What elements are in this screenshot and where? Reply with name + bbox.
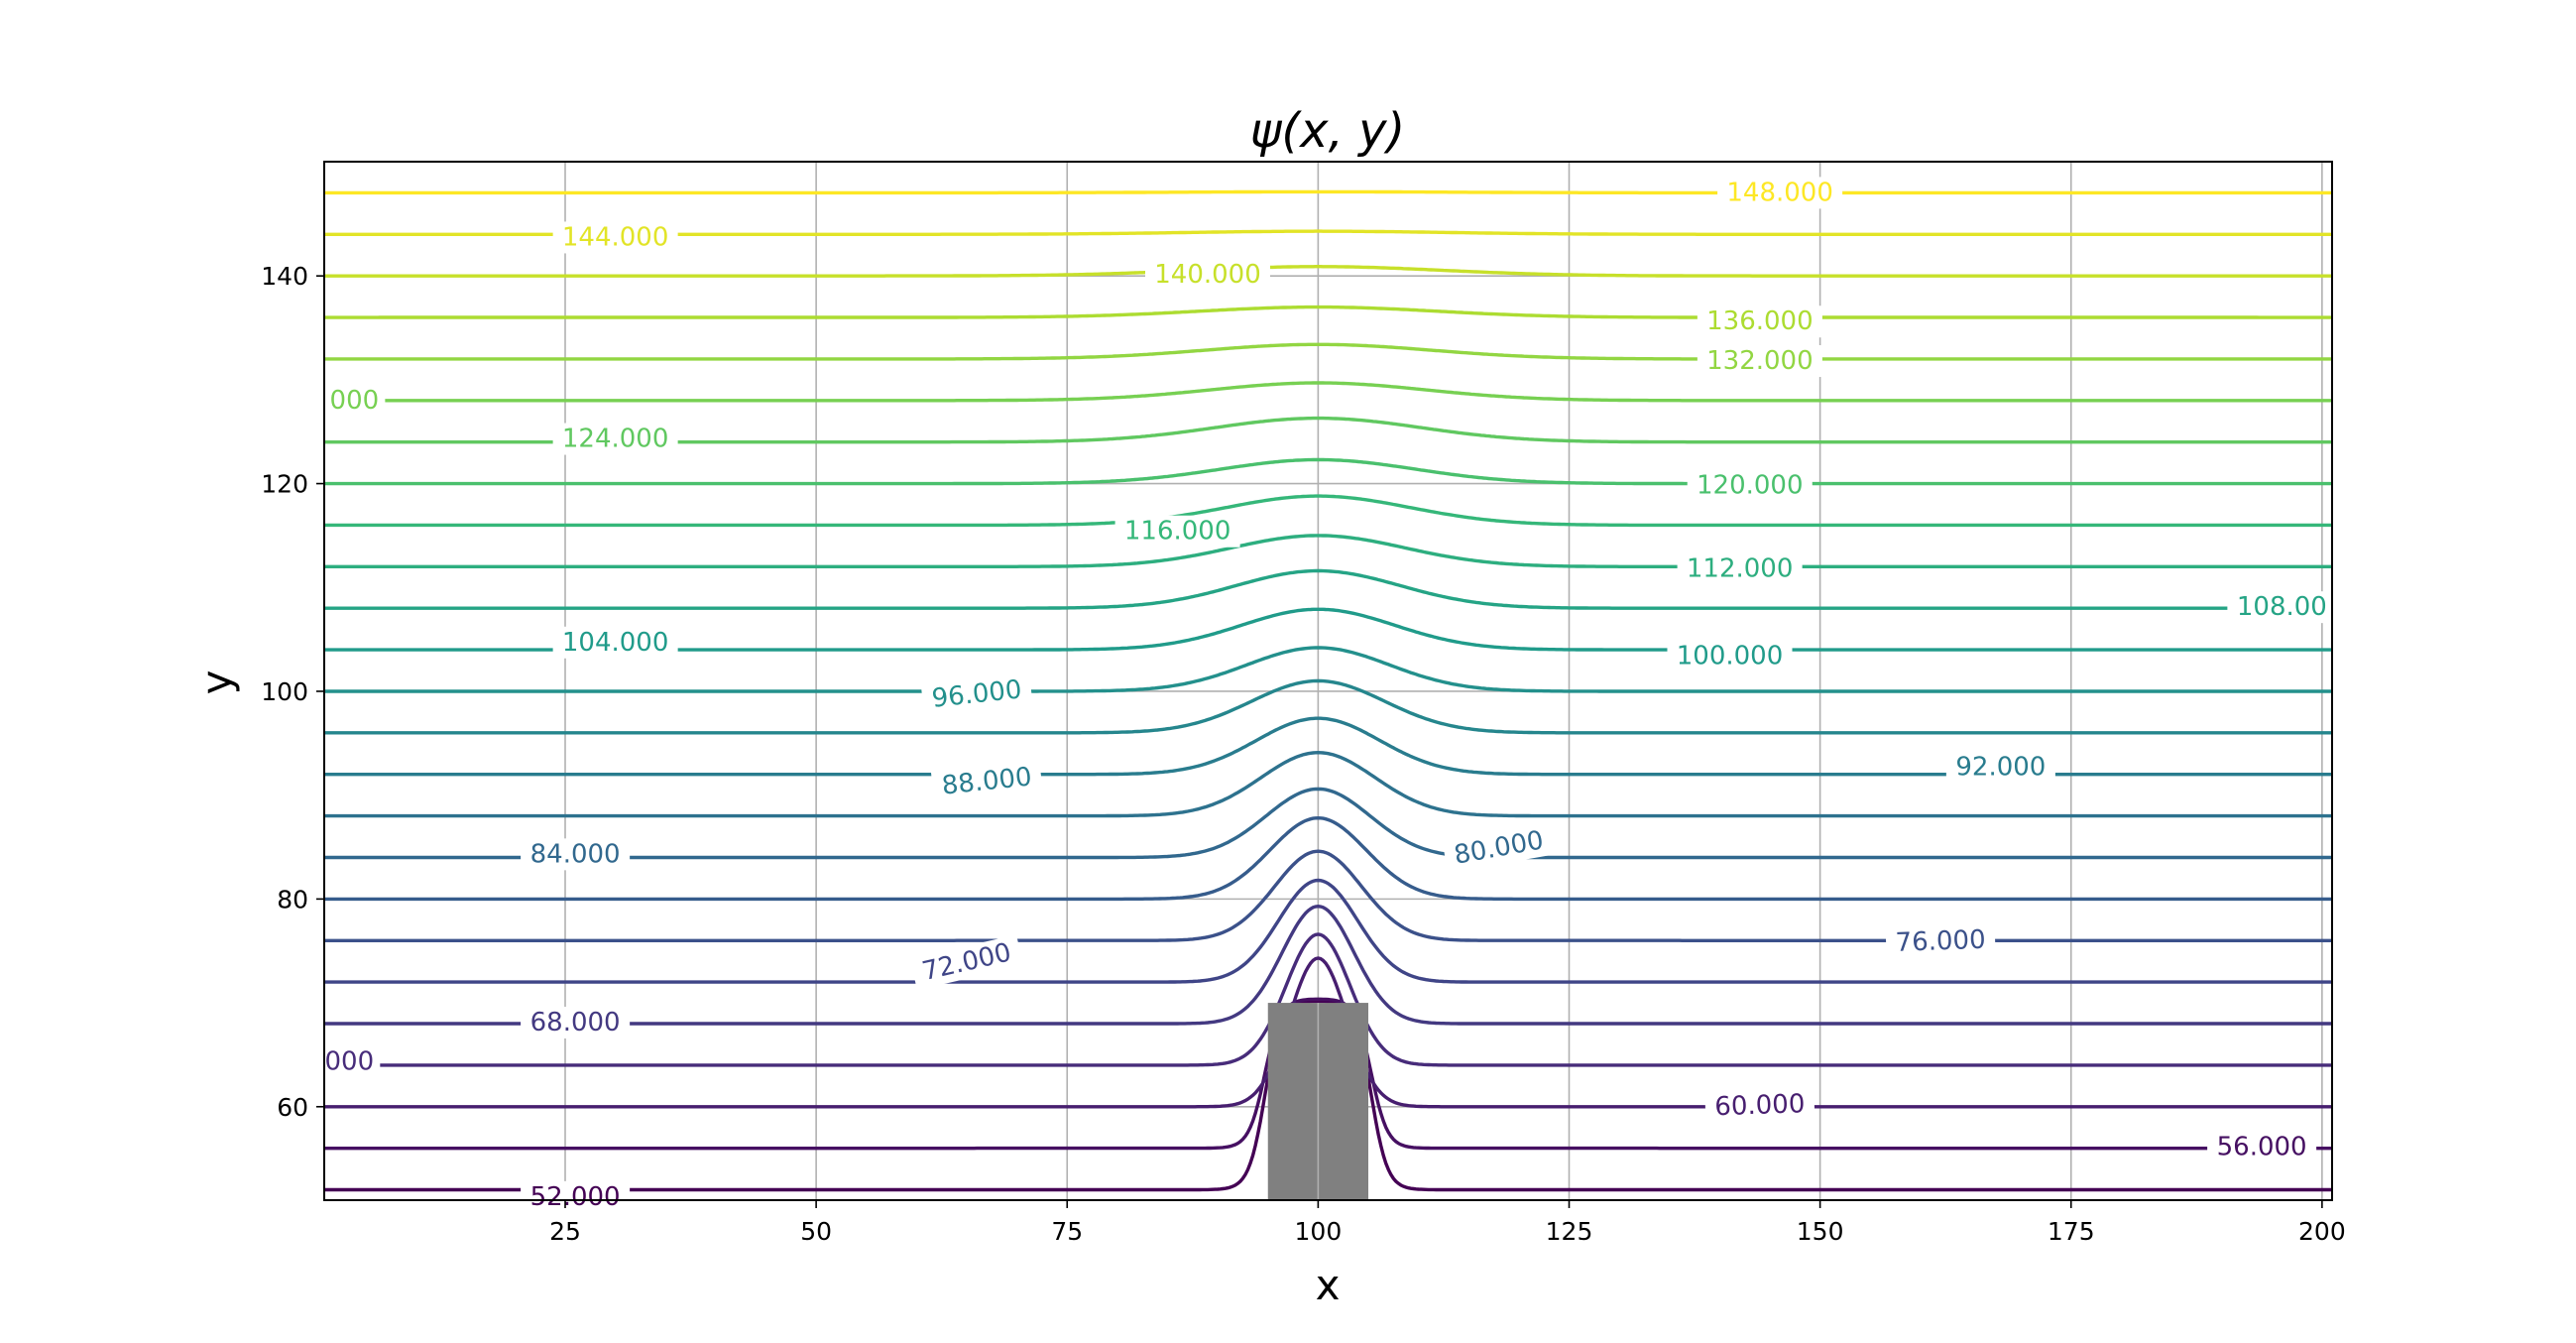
y-tick-label: 60 bbox=[277, 1093, 308, 1122]
contour-label: 96.000 bbox=[930, 674, 1023, 713]
contour-label: 132.000 bbox=[1706, 346, 1814, 376]
contour-line bbox=[324, 189, 2332, 195]
contour-line bbox=[324, 999, 2332, 1192]
contour-label: 76.000 bbox=[1895, 925, 1986, 958]
contour-label-gap bbox=[2227, 591, 2337, 624]
contour-label: 136.000 bbox=[1706, 306, 1814, 336]
contour-label: 000 bbox=[324, 1047, 374, 1077]
contour-label: 56.000 bbox=[2217, 1133, 2307, 1162]
contour-label-gap bbox=[1145, 259, 1270, 292]
obstacle bbox=[1267, 1003, 1368, 1200]
x-tick-label: 75 bbox=[1051, 1217, 1083, 1246]
contour-label: 144.000 bbox=[562, 222, 669, 252]
contour-line bbox=[324, 878, 2332, 984]
contour-label: 108.00 bbox=[2237, 592, 2327, 622]
contour-label: 60.000 bbox=[1714, 1089, 1806, 1122]
contour-label-gap bbox=[920, 672, 1033, 716]
contour-label-gap bbox=[1677, 552, 1803, 585]
x-tick-label: 175 bbox=[2048, 1217, 2095, 1246]
contour-label-gap bbox=[1885, 923, 1996, 960]
contour-line bbox=[324, 678, 2332, 735]
contour-line bbox=[324, 956, 2332, 1109]
contour-label-gap bbox=[552, 626, 678, 659]
contour-label-gap bbox=[521, 1006, 631, 1038]
contour-line bbox=[324, 750, 2332, 818]
contour-line bbox=[324, 534, 2332, 568]
contour-label-gap bbox=[930, 760, 1043, 803]
contour-label-gap bbox=[521, 838, 631, 871]
x-tick-label: 100 bbox=[1295, 1217, 1343, 1246]
contour-label: 84.000 bbox=[530, 839, 621, 869]
contour-line bbox=[324, 342, 2332, 361]
contour-line bbox=[324, 568, 2332, 610]
contour-label: 92.000 bbox=[1955, 752, 2046, 782]
contour-line bbox=[324, 815, 2332, 902]
contour-lines bbox=[324, 189, 2332, 1192]
contour-label: 000 bbox=[330, 386, 380, 416]
contour-label: 140.000 bbox=[1154, 260, 1261, 290]
contour-label-gap bbox=[1704, 1087, 1815, 1124]
contour-label: 112.000 bbox=[1687, 553, 1794, 583]
contour-label: 68.000 bbox=[530, 1008, 621, 1038]
contour-label: 100.000 bbox=[1677, 641, 1784, 671]
y-tick-label: 120 bbox=[261, 470, 308, 499]
contour-label-gap bbox=[1114, 515, 1240, 548]
contour-line bbox=[324, 646, 2332, 693]
x-tick-label: 125 bbox=[1546, 1217, 1593, 1246]
contour-label-gap bbox=[521, 1180, 631, 1213]
contour-line bbox=[324, 305, 2332, 319]
contour-label: 116.000 bbox=[1124, 517, 1231, 547]
contour-label-gap bbox=[552, 221, 678, 254]
contour-line bbox=[324, 932, 2332, 1067]
contour-label: 72.000 bbox=[919, 937, 1013, 987]
x-tick-label: 50 bbox=[800, 1217, 832, 1246]
contour-label-gap bbox=[552, 423, 678, 455]
contour-label-gap bbox=[1697, 345, 1822, 378]
contour-line bbox=[324, 457, 2332, 486]
contour-line bbox=[324, 997, 2332, 1151]
contour-line bbox=[324, 381, 2332, 403]
x-tick-label: 25 bbox=[549, 1217, 581, 1246]
contour-label-gap bbox=[1945, 751, 2055, 784]
contour-label: 52.000 bbox=[530, 1182, 621, 1212]
x-tick-label: 200 bbox=[2298, 1217, 2346, 1246]
axis-ticks: 25 50 75 100 125 150 175 200 60 80 100 120 140 bbox=[261, 262, 2345, 1246]
contour-line bbox=[324, 787, 2332, 860]
x-axis-label: x bbox=[1316, 1261, 1341, 1309]
contour-label-gap bbox=[318, 1045, 381, 1078]
y-tick-label: 140 bbox=[261, 262, 308, 291]
contour-line bbox=[324, 849, 2332, 942]
contour-label: 148.000 bbox=[1726, 178, 1833, 207]
y-tick-label: 80 bbox=[277, 885, 308, 914]
contour-label: 88.000 bbox=[940, 762, 1033, 800]
contour-label-gap bbox=[323, 384, 386, 417]
contour-label-gap bbox=[2207, 1131, 2317, 1163]
contour-line bbox=[324, 904, 2332, 1026]
contour-label-gap bbox=[909, 934, 1024, 991]
y-axis-label: y bbox=[192, 671, 241, 695]
chart-title: ψ(x, y) bbox=[1250, 103, 1405, 159]
contour-label: 104.000 bbox=[562, 628, 669, 658]
plot-frame bbox=[323, 161, 2333, 1201]
contour-line bbox=[324, 494, 2332, 528]
contour-label-gap bbox=[1442, 822, 1556, 874]
contour-label-gap bbox=[1697, 305, 1822, 338]
y-tick-label: 100 bbox=[261, 677, 308, 706]
contour-label-gap bbox=[1717, 177, 1843, 209]
contour-label: 124.000 bbox=[562, 425, 669, 454]
contour-label-gap bbox=[1667, 640, 1793, 672]
contour-label-gap bbox=[1687, 469, 1813, 502]
contour-line bbox=[324, 265, 2332, 278]
x-tick-label: 150 bbox=[1797, 1217, 1844, 1246]
contour-label: 120.000 bbox=[1697, 471, 1804, 501]
